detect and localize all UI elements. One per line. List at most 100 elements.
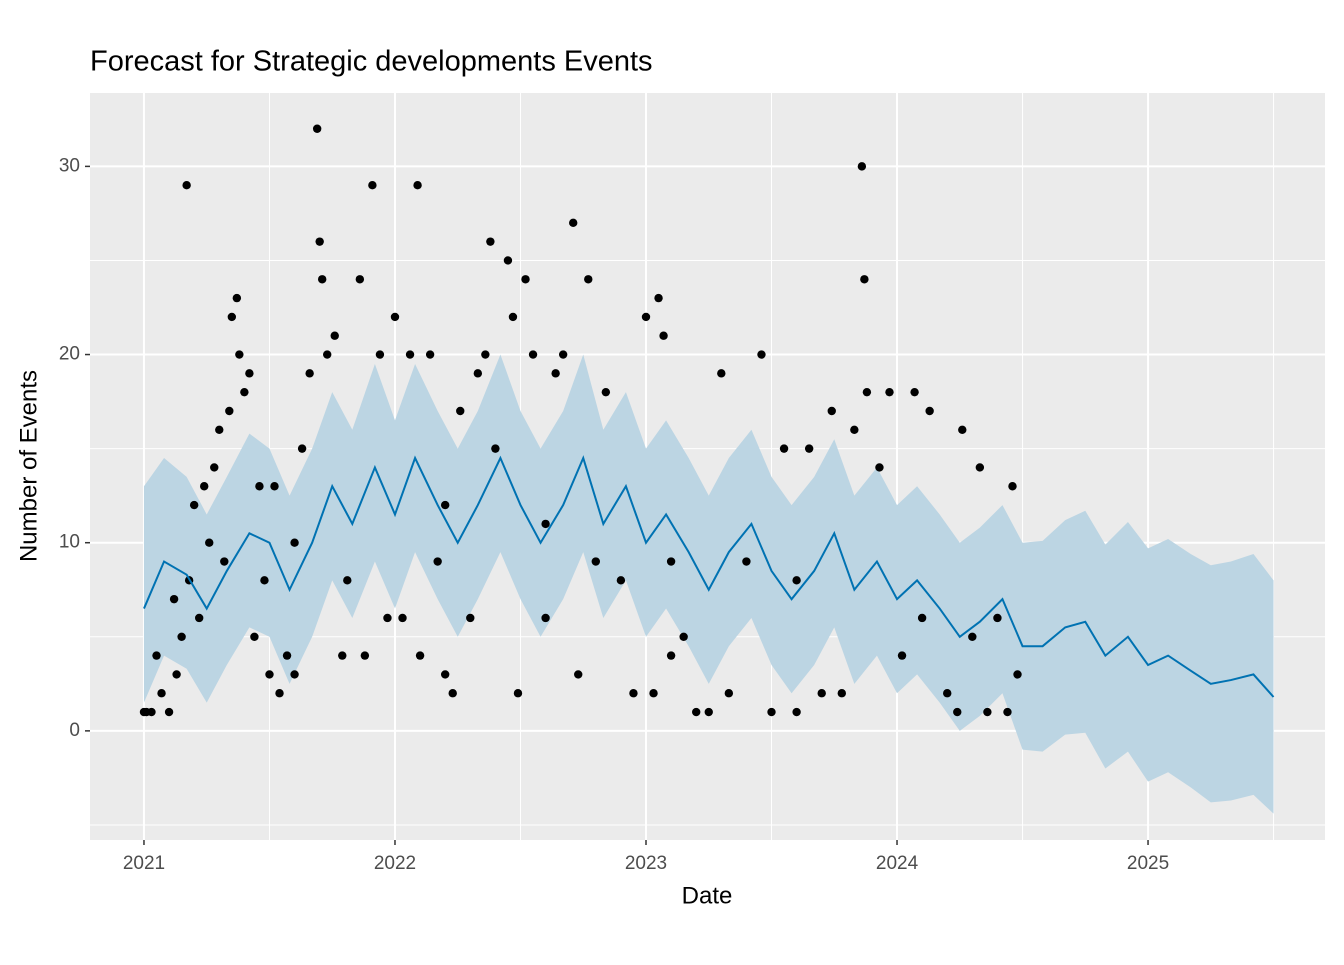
x-tick-label: 2021 [123, 853, 165, 874]
observation-point [792, 707, 801, 717]
observation-point [473, 369, 483, 378]
observation-point [383, 613, 392, 623]
observation-point [862, 387, 872, 397]
x-tick-label: 2024 [876, 853, 919, 874]
y-axis-label: Number of Events [15, 370, 42, 562]
observation-point [1003, 707, 1012, 717]
observation-point [742, 557, 751, 566]
observation-point [953, 707, 962, 717]
observation-point [857, 162, 867, 171]
observation-point [983, 707, 992, 717]
observation-point [692, 707, 701, 717]
observation-point [654, 293, 663, 303]
observation-point [837, 689, 846, 698]
observation-point [260, 576, 269, 585]
observation-point [717, 369, 726, 378]
observation-point [440, 500, 450, 510]
x-tick-label: 2025 [1127, 853, 1169, 874]
observation-point [290, 538, 299, 547]
observation-point [275, 689, 284, 698]
observation-point [255, 482, 264, 491]
observation-point [157, 689, 166, 698]
uncertainty-band [143, 354, 1274, 814]
y-tick-label: 10 [59, 532, 80, 553]
observation-point [205, 538, 214, 547]
observation-point [486, 237, 495, 246]
observation-point [227, 312, 237, 322]
observation-point [641, 312, 651, 322]
observation-point [312, 124, 322, 133]
observation-point [591, 557, 600, 566]
observation-point [767, 707, 776, 717]
observation-point [679, 632, 688, 641]
observation-point [305, 369, 314, 378]
observation-point [513, 689, 523, 698]
x-tick-label: 2022 [374, 853, 416, 874]
observation-point [189, 500, 199, 510]
observation-point [194, 613, 204, 623]
observation-point [398, 613, 407, 623]
observation-point [415, 651, 425, 660]
observation-point [817, 689, 826, 698]
observation-point [724, 689, 734, 698]
observation-point [413, 180, 422, 190]
observation-point [215, 425, 224, 435]
observation-point [315, 237, 324, 246]
observation-point [360, 651, 370, 660]
observation-point [240, 387, 249, 397]
observation-point [993, 613, 1002, 623]
observation-point [541, 519, 550, 529]
observation-point [232, 293, 242, 303]
observation-point [297, 444, 307, 453]
observation-point [885, 387, 894, 397]
observation-point [757, 350, 766, 359]
observation-point [875, 463, 884, 472]
observation-point [850, 425, 859, 435]
observation-point [338, 651, 347, 660]
observation-point [541, 613, 550, 623]
observation-point [235, 350, 244, 359]
observation-point [177, 632, 186, 641]
observation-point [584, 275, 593, 284]
y-tick-label: 30 [59, 155, 80, 176]
observation-point [172, 670, 181, 679]
observation-point [569, 218, 578, 228]
observation-point [528, 350, 538, 359]
observation-point [225, 406, 234, 416]
observation-point [521, 275, 530, 284]
observation-point [491, 444, 500, 453]
observation-point [958, 425, 967, 435]
observation-point [1013, 670, 1022, 679]
observation-point [355, 275, 365, 284]
x-tick-label: 2023 [625, 853, 667, 874]
observation-point [182, 180, 191, 190]
observation-point [649, 689, 658, 698]
observation-point [210, 463, 219, 472]
forecast-line [143, 455, 1275, 698]
y-tick-label: 20 [59, 344, 80, 365]
observation-point [368, 180, 377, 190]
observation-point [968, 632, 977, 641]
observation-point [616, 576, 626, 585]
observation-point [943, 689, 952, 698]
observation-point [200, 482, 209, 491]
observation-point [925, 406, 934, 416]
observation-point [975, 463, 985, 472]
observation-point [574, 670, 583, 679]
chart-title: Forecast for Strategic developments Even… [90, 46, 653, 78]
observation-point [448, 689, 457, 698]
observation-point [169, 594, 179, 604]
observation-point [508, 312, 518, 322]
observation-point [323, 350, 332, 359]
observation-point [270, 482, 279, 491]
observation-point [425, 350, 435, 359]
observation-point [860, 275, 869, 284]
observation-point [601, 387, 611, 397]
observation-point [792, 576, 801, 585]
observation-point [250, 632, 259, 641]
observation-point [456, 406, 465, 416]
observation-point [551, 369, 560, 378]
observation-point [779, 444, 789, 453]
observation-point [897, 651, 907, 660]
